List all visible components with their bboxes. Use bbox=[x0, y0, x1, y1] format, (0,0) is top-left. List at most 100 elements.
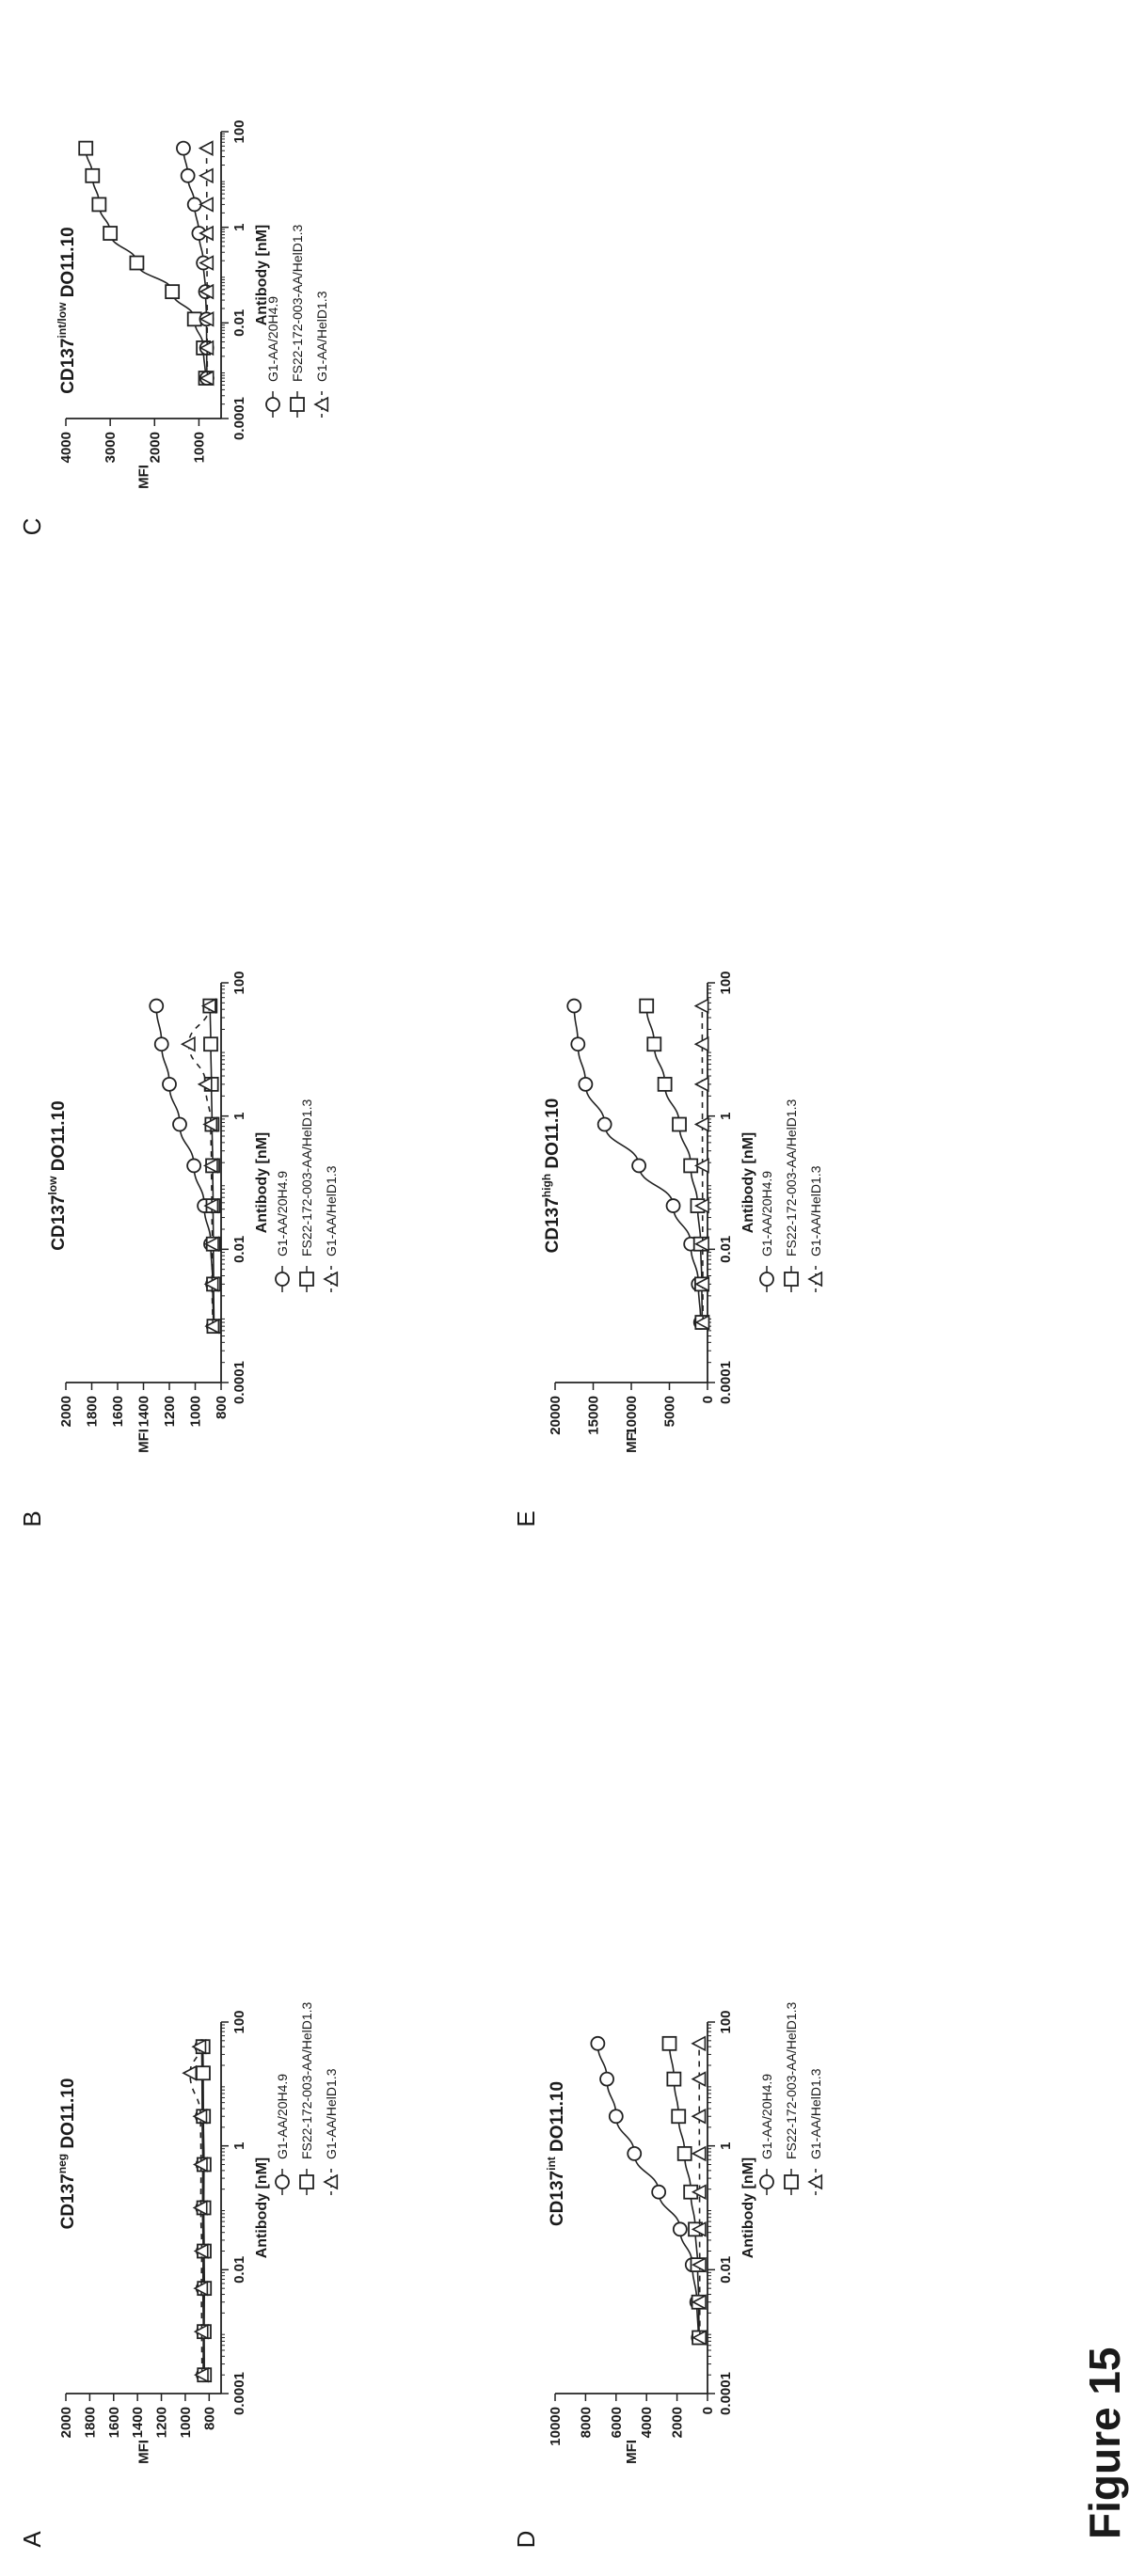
legend-marker bbox=[323, 2173, 339, 2190]
series-line bbox=[701, 1005, 704, 1323]
legend-label: FS22-172-003-AA/HelD1.3 bbox=[784, 2001, 799, 2159]
data-point bbox=[129, 255, 145, 271]
series-2 bbox=[182, 2038, 209, 2383]
legend-marker bbox=[784, 1272, 799, 1287]
data-point bbox=[192, 2157, 208, 2173]
data-point bbox=[199, 310, 215, 327]
data-point bbox=[691, 2035, 707, 2052]
x-tick-label: 100 bbox=[718, 971, 734, 994]
x-tick-label: 0.01 bbox=[231, 1236, 247, 1263]
y-tick-label: 1200 bbox=[162, 1396, 178, 1427]
data-point bbox=[590, 2035, 606, 2051]
x-tick-label: 0.01 bbox=[718, 2256, 734, 2284]
data-point bbox=[202, 1158, 218, 1174]
legend-marker bbox=[323, 1271, 339, 1288]
data-point bbox=[692, 2294, 707, 2311]
data-point bbox=[192, 2200, 208, 2216]
y-tick-label: 15000 bbox=[586, 1396, 602, 1435]
data-point bbox=[646, 1036, 662, 1052]
x-tick-label: 0.01 bbox=[231, 309, 247, 337]
data-point bbox=[691, 2184, 707, 2201]
legend-marker bbox=[313, 396, 329, 413]
legend-label: G1-AA/20H4.9 bbox=[275, 1171, 290, 1256]
x-tick-label: 0.0001 bbox=[718, 1361, 734, 1404]
x-axis-label: Antibody [nM] bbox=[254, 1132, 270, 1234]
data-point bbox=[676, 2145, 692, 2161]
y-tick-label: 2000 bbox=[147, 432, 163, 463]
data-point bbox=[666, 2071, 682, 2087]
x-tick-label: 100 bbox=[231, 2010, 247, 2033]
x-tick-label: 100 bbox=[231, 119, 247, 143]
legend-entry: G1-AA/20H4.9 bbox=[265, 296, 280, 418]
data-point bbox=[693, 1035, 709, 1052]
chart-title: CD137high DO11.10 bbox=[540, 1098, 563, 1254]
y-tick-label: 1400 bbox=[136, 1396, 152, 1427]
legend-label: FS22-172-003-AA/HelD1.3 bbox=[299, 1098, 314, 1256]
data-point bbox=[199, 255, 215, 271]
x-axis-label: Antibody [nM] bbox=[740, 1132, 756, 1234]
legend-marker bbox=[759, 1272, 774, 1287]
legend-label: G1-AA/20H4.9 bbox=[275, 2074, 290, 2159]
x-tick-label: 100 bbox=[718, 2010, 734, 2033]
chart-panel-b: 0.0001 0.01 1 100 Antibody [nM] 800 1000 1200 14… bbox=[18, 971, 339, 1526]
x-tick-label: 100 bbox=[231, 971, 247, 994]
legend-entry: G1-AA/HelD1.3 bbox=[807, 1165, 823, 1292]
y-tick-label: 1400 bbox=[130, 2407, 146, 2438]
data-point bbox=[199, 370, 215, 387]
data-point bbox=[78, 140, 94, 156]
legend-label: FS22-172-003-AA/HelD1.3 bbox=[784, 1098, 799, 1256]
data-point bbox=[199, 340, 215, 356]
chart-title: CD137neg DO11.10 bbox=[56, 2078, 78, 2230]
data-point bbox=[202, 1116, 218, 1132]
chart-title: CD137low DO11.10 bbox=[46, 1100, 69, 1250]
y-tick-label: 800 bbox=[214, 1396, 230, 1419]
y-tick-label: 2000 bbox=[670, 2407, 686, 2438]
data-point bbox=[103, 226, 119, 241]
data-point bbox=[693, 1158, 709, 1174]
legend-label: FS22-172-003-AA/HelD1.3 bbox=[290, 224, 305, 382]
x-tick-label: 0.0001 bbox=[718, 2372, 734, 2415]
data-point bbox=[165, 284, 181, 300]
data-point bbox=[694, 1314, 710, 1331]
y-tick-label: 0 bbox=[700, 2407, 716, 2414]
y-axis-label: MFI bbox=[624, 2440, 640, 2464]
data-point bbox=[661, 2035, 677, 2051]
legend-label: G1-AA/HelD1.3 bbox=[314, 291, 329, 382]
y-tick-label: 10000 bbox=[624, 1396, 640, 1435]
data-point bbox=[182, 2064, 198, 2081]
x-axis-label: Antibody [nM] bbox=[254, 2157, 270, 2259]
data-point bbox=[692, 2256, 707, 2273]
y-tick-label: 20000 bbox=[548, 1396, 564, 1435]
figure-caption: Figure 15 bbox=[1080, 2347, 1129, 2539]
data-point bbox=[694, 1276, 710, 1292]
data-point bbox=[203, 1276, 219, 1292]
y-tick-label: 1600 bbox=[110, 1396, 126, 1427]
data-point bbox=[657, 1076, 673, 1092]
series-2 bbox=[691, 2035, 708, 2346]
data-point bbox=[153, 1036, 169, 1052]
y-tick-label: 1200 bbox=[154, 2407, 170, 2438]
data-point bbox=[694, 1197, 709, 1214]
y-tick-label: 0 bbox=[700, 1396, 716, 1403]
data-point bbox=[665, 1198, 681, 1213]
data-point bbox=[691, 2221, 707, 2237]
legend-entry: G1-AA/HelD1.3 bbox=[313, 291, 329, 418]
x-tick-label: 1 bbox=[231, 223, 247, 230]
series-line bbox=[698, 2043, 701, 2338]
legend-marker bbox=[275, 2174, 290, 2189]
data-point bbox=[162, 1076, 177, 1092]
data-point bbox=[199, 197, 214, 213]
y-tick-label: 1800 bbox=[85, 1396, 101, 1427]
y-tick-label: 4000 bbox=[58, 432, 74, 463]
y-tick-label: 8000 bbox=[578, 2407, 594, 2438]
legend-entry: FS22-172-003-AA/HelD1.3 bbox=[784, 1098, 799, 1292]
data-point bbox=[176, 140, 191, 156]
data-point bbox=[203, 1236, 219, 1253]
legend-label: FS22-172-003-AA/HelD1.3 bbox=[299, 2001, 314, 2159]
data-point bbox=[193, 2366, 209, 2383]
legend-label: G1-AA/20H4.9 bbox=[759, 1171, 774, 1256]
data-point bbox=[639, 998, 655, 1014]
chart-title: CD137int DO11.10 bbox=[545, 2081, 567, 2226]
data-point bbox=[193, 2280, 209, 2297]
legend-entry: G1-AA/HelD1.3 bbox=[807, 2068, 823, 2195]
